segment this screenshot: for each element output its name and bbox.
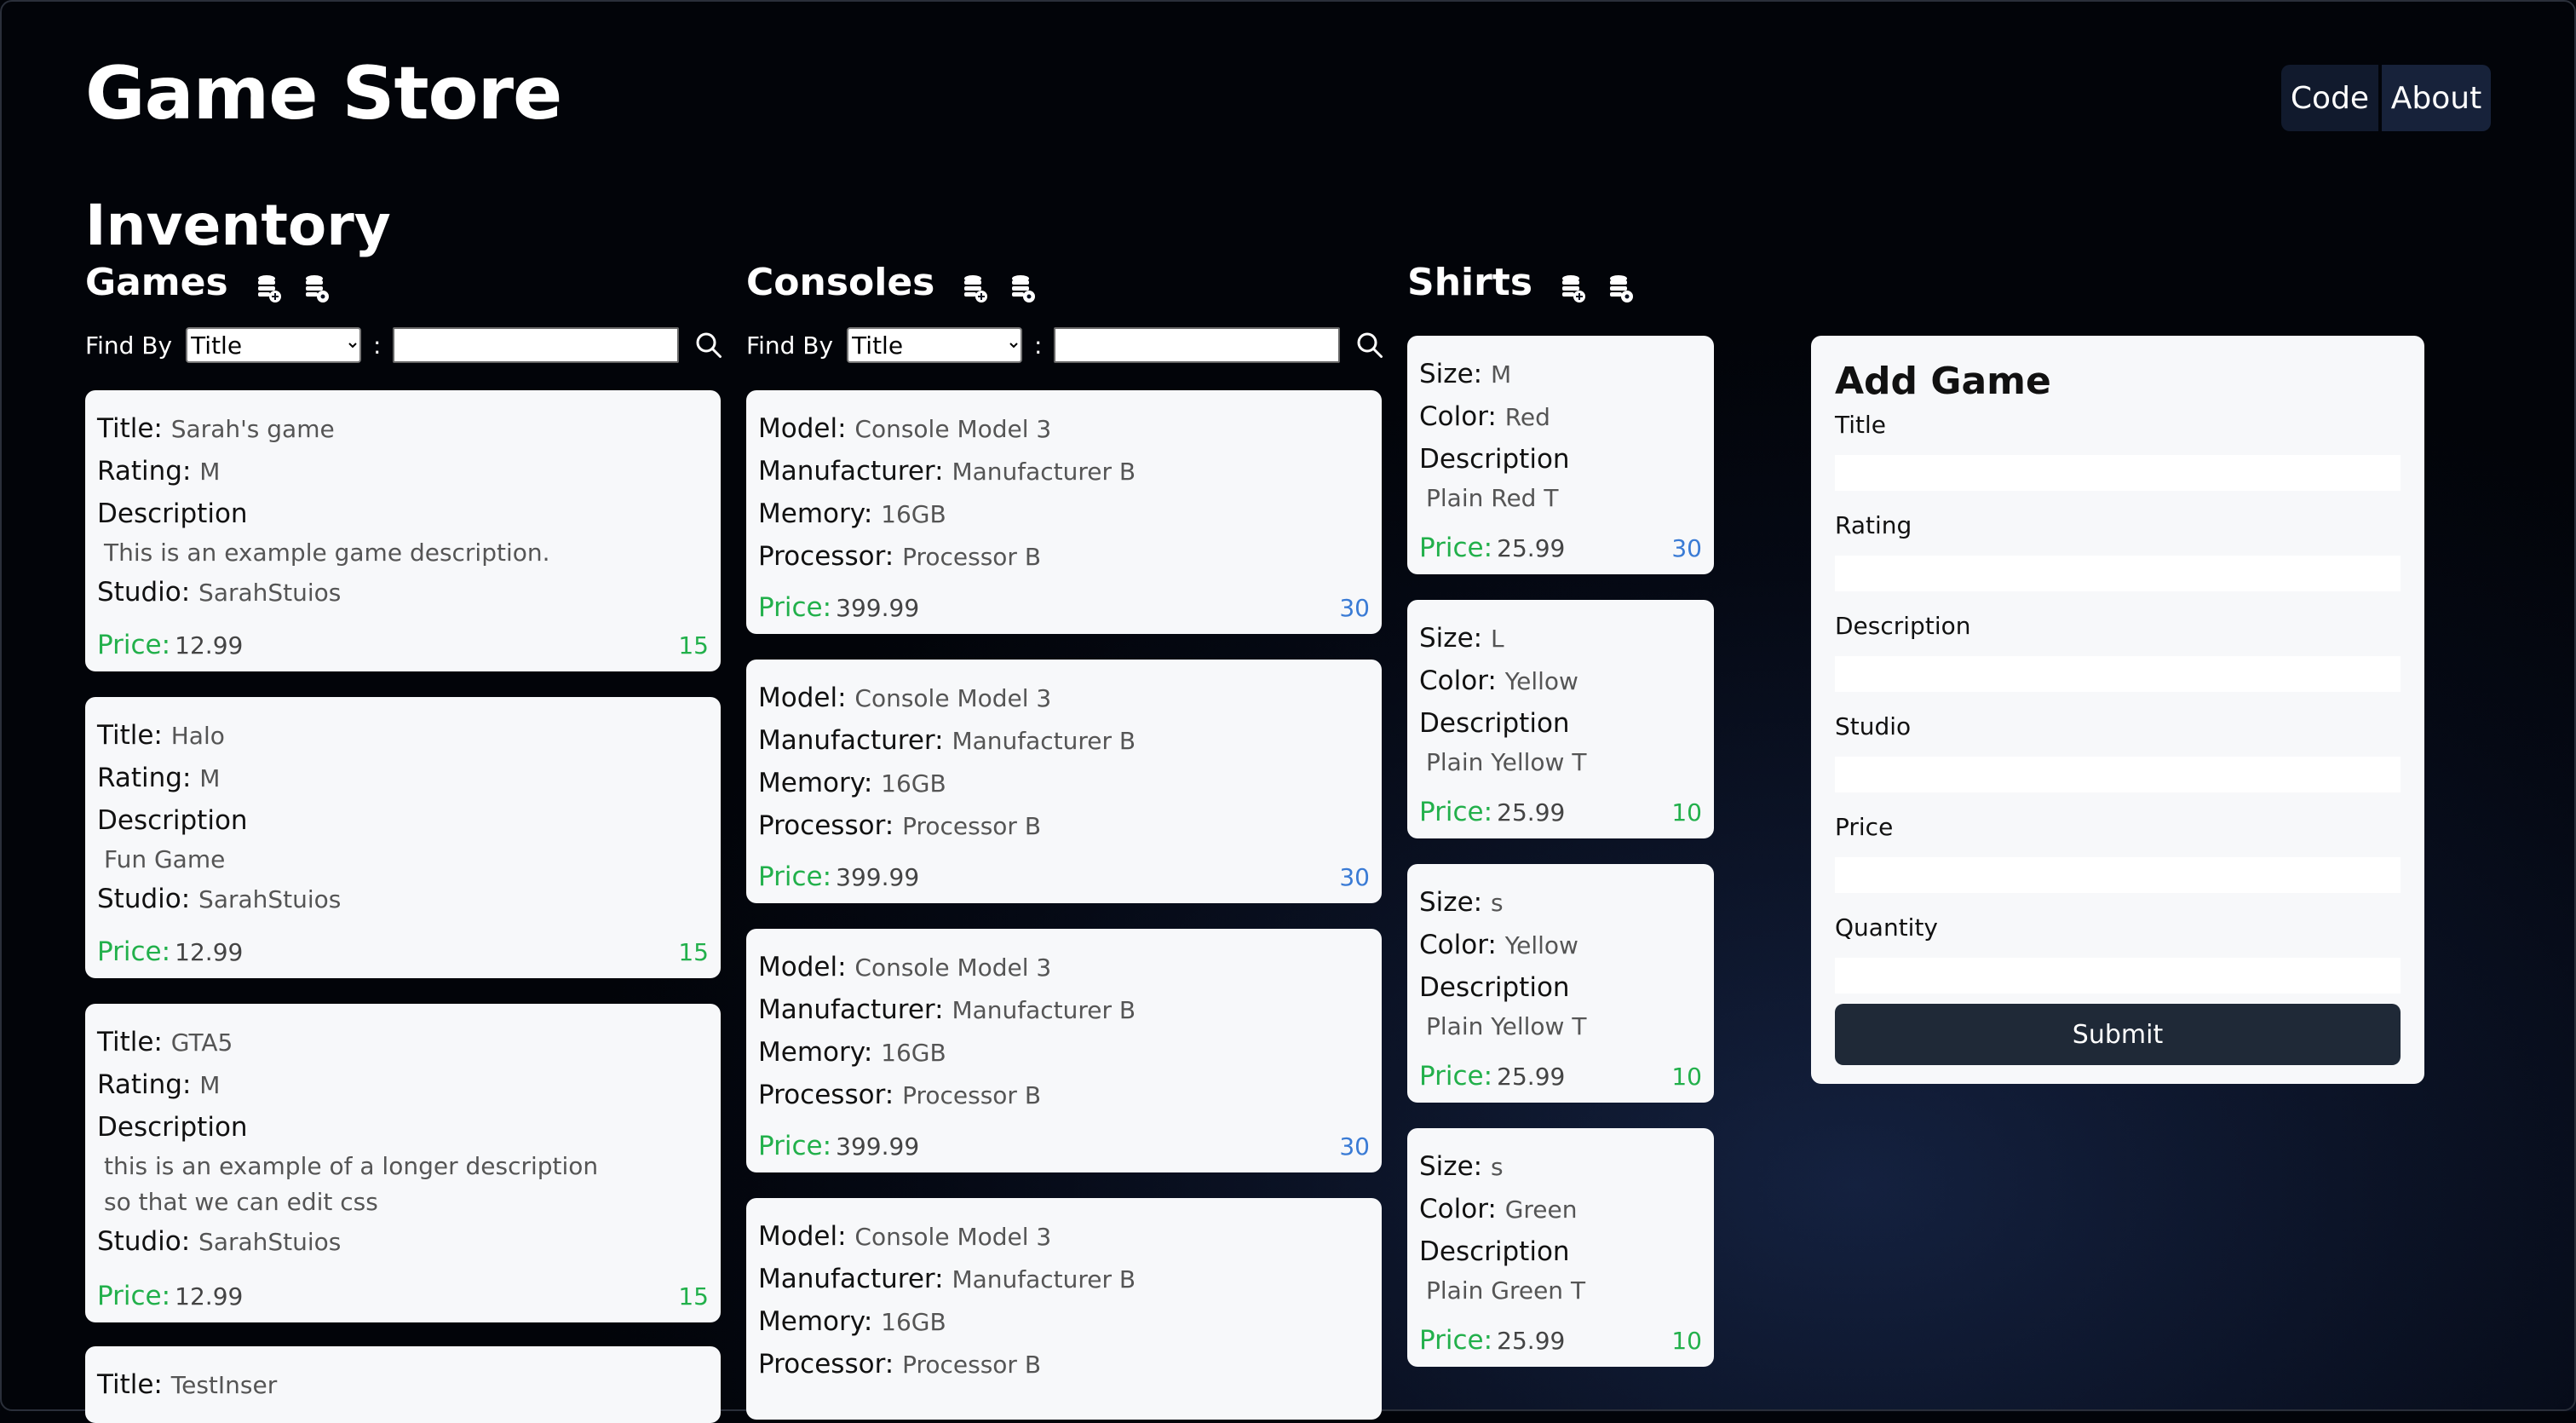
quantity-badge: 10 bbox=[1671, 1062, 1702, 1091]
database-add-icon[interactable] bbox=[1561, 274, 1586, 303]
shirts-title: Shirts bbox=[1407, 261, 1533, 304]
description-field[interactable] bbox=[1835, 656, 2401, 692]
consoles-header: Consoles bbox=[746, 261, 1036, 304]
price-row: Price: 12.99 15 bbox=[97, 630, 709, 660]
find-by-label: Find By bbox=[85, 331, 173, 360]
price-row: Price: 12.99 15 bbox=[97, 1281, 709, 1311]
price-row: Price: 12.99 15 bbox=[97, 936, 709, 967]
games-title: Games bbox=[85, 261, 228, 304]
price-row: Price: 25.99 10 bbox=[1419, 1061, 1702, 1092]
console-card[interactable]: Model: Console Model 3 Manufacturer: Man… bbox=[746, 660, 1382, 903]
nav-about-link[interactable]: About bbox=[2382, 65, 2491, 131]
quantity-badge: 10 bbox=[1671, 798, 1702, 827]
database-settings-icon[interactable] bbox=[305, 274, 329, 303]
title-label: Title bbox=[1835, 411, 1887, 439]
price-row: Price: 25.99 30 bbox=[1419, 533, 1702, 563]
colon-label: : bbox=[373, 331, 382, 360]
game-card[interactable]: Title: Halo Rating: M Description Fun Ga… bbox=[85, 697, 721, 978]
search-icon[interactable] bbox=[694, 331, 723, 360]
form-title: Add Game bbox=[1835, 360, 2051, 403]
studio-label: Studio bbox=[1835, 712, 1912, 740]
shirts-header: Shirts bbox=[1407, 261, 1634, 304]
price-row: Price: 399.99 30 bbox=[758, 592, 1370, 623]
quantity-badge: 10 bbox=[1671, 1326, 1702, 1355]
game-card[interactable]: Title: TestInser bbox=[85, 1346, 721, 1423]
search-icon[interactable] bbox=[1355, 331, 1384, 360]
colon-label: : bbox=[1034, 331, 1043, 360]
shirt-card[interactable]: Size: s Color: Green Description Plain G… bbox=[1407, 1128, 1714, 1367]
price-row: Price: 399.99 30 bbox=[758, 1131, 1370, 1161]
game-card[interactable]: Title: Sarah's game Rating: M Descriptio… bbox=[85, 390, 721, 671]
price-row: Price: 399.99 30 bbox=[758, 861, 1370, 892]
consoles-find-by-select[interactable]: Title bbox=[847, 327, 1023, 363]
database-add-icon[interactable] bbox=[257, 274, 281, 303]
games-search-input[interactable] bbox=[393, 327, 680, 363]
add-game-form: Add Game Title Rating Description Studio… bbox=[1811, 336, 2424, 1084]
site-title: Game Store bbox=[85, 51, 562, 136]
database-settings-icon[interactable] bbox=[1609, 274, 1634, 303]
console-card[interactable]: Model: Console Model 3 Manufacturer: Man… bbox=[746, 390, 1382, 634]
price-row: Price: 25.99 10 bbox=[1419, 1325, 1702, 1356]
consoles-title: Consoles bbox=[746, 261, 935, 304]
quantity-badge: 15 bbox=[678, 1282, 709, 1311]
quantity-badge: 30 bbox=[1671, 533, 1702, 562]
quantity-badge: 15 bbox=[678, 631, 709, 660]
rating-field[interactable] bbox=[1835, 556, 2401, 591]
games-find-by-select[interactable]: Title bbox=[186, 327, 362, 363]
console-card[interactable]: Model: Console Model 3 Manufacturer: Man… bbox=[746, 929, 1382, 1172]
shirt-card[interactable]: Size: M Color: Red Description Plain Red… bbox=[1407, 336, 1714, 574]
studio-field[interactable] bbox=[1835, 757, 2401, 792]
quantity-badge: 15 bbox=[678, 937, 709, 966]
shirt-card[interactable]: Size: s Color: Yellow Description Plain … bbox=[1407, 864, 1714, 1103]
shirt-card[interactable]: Size: L Color: Yellow Description Plain … bbox=[1407, 600, 1714, 838]
rating-label: Rating bbox=[1835, 511, 1912, 539]
game-card[interactable]: Title: GTA5 Rating: M Description this i… bbox=[85, 1004, 721, 1322]
console-card[interactable]: Model: Console Model 3 Manufacturer: Man… bbox=[746, 1198, 1382, 1420]
games-header: Games bbox=[85, 261, 329, 304]
nav-code-link[interactable]: Code bbox=[2281, 65, 2378, 131]
inventory-heading: Inventory bbox=[85, 193, 391, 258]
quantity-badge: 30 bbox=[1339, 862, 1370, 891]
database-add-icon[interactable] bbox=[963, 274, 988, 303]
title-field[interactable] bbox=[1835, 455, 2401, 491]
database-settings-icon[interactable] bbox=[1011, 274, 1036, 303]
quantity-badge: 30 bbox=[1339, 593, 1370, 622]
description-label: Description bbox=[1835, 612, 1971, 640]
price-field[interactable] bbox=[1835, 857, 2401, 893]
price-row: Price: 25.99 10 bbox=[1419, 797, 1702, 827]
quantity-badge: 30 bbox=[1339, 1132, 1370, 1161]
consoles-search-input[interactable] bbox=[1054, 327, 1341, 363]
top-nav: Code About bbox=[2281, 65, 2491, 131]
find-by-label: Find By bbox=[746, 331, 834, 360]
quantity-label: Quantity bbox=[1835, 913, 1938, 942]
price-label: Price bbox=[1835, 813, 1894, 841]
quantity-field[interactable] bbox=[1835, 958, 2401, 994]
submit-button[interactable]: Submit bbox=[1835, 1004, 2401, 1065]
consoles-find-row: Find By Title : bbox=[746, 327, 1384, 363]
games-find-row: Find By Title : bbox=[85, 327, 723, 363]
